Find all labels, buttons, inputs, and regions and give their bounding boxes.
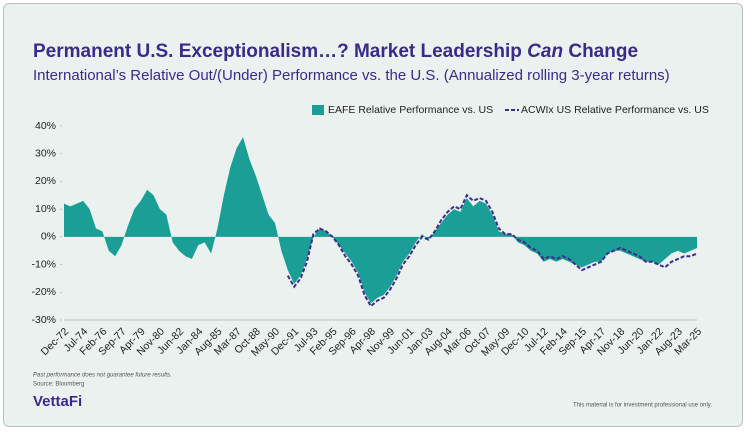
- title-part: Change: [563, 41, 638, 62]
- title-part: Permanent U.S. Exceptionalism…? Market L…: [33, 41, 527, 62]
- title-emphasis: Can: [527, 41, 563, 62]
- y-tick-label: 10%: [35, 203, 56, 215]
- y-tick-label: 40%: [35, 120, 56, 132]
- slide: [3, 3, 743, 427]
- chart-subtitle: International’s Relative Out/(Under) Per…: [33, 67, 670, 84]
- y-tick-label: 20%: [35, 175, 56, 187]
- logo: VettaFi: [33, 393, 82, 410]
- line: [286, 193, 698, 308]
- disclaimer: Past performance does not guarantee futu…: [33, 373, 172, 379]
- chart-title: Permanent U.S. Exceptionalism…? Market L…: [33, 41, 638, 62]
- source: Source: Bloomberg: [33, 382, 84, 388]
- legend-swatch: [312, 105, 324, 115]
- legend-label: ACWIx US Relative Performance vs. US: [521, 104, 709, 116]
- usage-note: This material is for investment professi…: [573, 403, 712, 409]
- y-tick-label: -30%: [31, 314, 56, 326]
- y-tick-label: -20%: [31, 286, 56, 298]
- area: [64, 137, 697, 304]
- y-tick-label: 0%: [41, 231, 56, 243]
- legend-label: EAFE Relative Performance vs. US: [328, 104, 493, 116]
- y-tick-label: -10%: [31, 258, 56, 270]
- y-tick-label: 30%: [35, 147, 56, 159]
